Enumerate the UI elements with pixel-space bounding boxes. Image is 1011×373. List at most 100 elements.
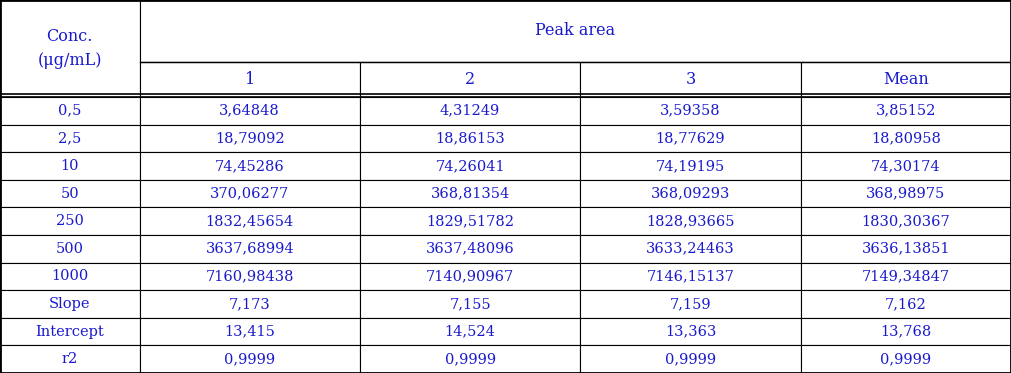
Text: Conc.
(μg/mL): Conc. (μg/mL)	[37, 28, 102, 69]
Text: Mean: Mean	[883, 71, 929, 88]
Text: 7,173: 7,173	[228, 297, 271, 311]
Text: 3,85152: 3,85152	[876, 104, 936, 118]
Bar	[140, 0, 1011, 62]
Text: 0,9999: 0,9999	[224, 352, 275, 366]
Text: Slope: Slope	[49, 297, 91, 311]
Bar	[580, 235, 801, 263]
Text: 7160,98438: 7160,98438	[205, 269, 294, 283]
Text: 18,79092: 18,79092	[215, 131, 284, 145]
Bar	[580, 263, 801, 290]
Text: 13,363: 13,363	[665, 325, 716, 339]
Bar	[360, 318, 580, 345]
Text: 74,26041: 74,26041	[436, 159, 504, 173]
Text: 0,9999: 0,9999	[445, 352, 495, 366]
Bar	[801, 290, 1011, 318]
Text: 3: 3	[685, 71, 696, 88]
Bar	[360, 62, 580, 97]
Text: r2: r2	[62, 352, 78, 366]
Text: 7146,15137: 7146,15137	[647, 269, 734, 283]
Text: 3,64848: 3,64848	[219, 104, 280, 118]
Text: 14,524: 14,524	[445, 325, 495, 339]
Bar	[360, 97, 580, 125]
Bar	[360, 263, 580, 290]
Text: 7,159: 7,159	[669, 297, 712, 311]
Text: 18,86153: 18,86153	[436, 131, 504, 145]
Text: 250: 250	[56, 214, 84, 228]
Bar	[140, 263, 360, 290]
Bar	[801, 125, 1011, 152]
Bar	[580, 97, 801, 125]
Text: 370,06277: 370,06277	[210, 186, 289, 201]
Bar	[580, 290, 801, 318]
Bar	[0, 207, 140, 235]
Text: 74,19195: 74,19195	[656, 159, 725, 173]
Bar	[801, 263, 1011, 290]
Bar	[801, 207, 1011, 235]
Text: 3637,48096: 3637,48096	[426, 242, 515, 256]
Text: 7,162: 7,162	[885, 297, 927, 311]
Bar	[580, 180, 801, 207]
Bar	[140, 152, 360, 180]
Bar	[140, 290, 360, 318]
Text: 3633,24463: 3633,24463	[646, 242, 735, 256]
Bar	[580, 345, 801, 373]
Text: 0,9999: 0,9999	[665, 352, 716, 366]
Text: 10: 10	[61, 159, 79, 173]
Text: 3636,13851: 3636,13851	[861, 242, 950, 256]
Bar	[0, 180, 140, 207]
Text: 500: 500	[56, 242, 84, 256]
Bar	[801, 235, 1011, 263]
Bar	[360, 125, 580, 152]
Bar	[360, 345, 580, 373]
Text: 0,5: 0,5	[58, 104, 82, 118]
Text: 74,30174: 74,30174	[871, 159, 940, 173]
Bar	[360, 235, 580, 263]
Bar	[580, 318, 801, 345]
Bar	[801, 318, 1011, 345]
Text: 13,415: 13,415	[224, 325, 275, 339]
Text: 1: 1	[245, 71, 255, 88]
Bar	[0, 345, 140, 373]
Bar	[0, 0, 140, 97]
Text: 1832,45654: 1832,45654	[205, 214, 294, 228]
Text: 18,77629: 18,77629	[656, 131, 725, 145]
Text: 2,5: 2,5	[59, 131, 81, 145]
Bar	[580, 207, 801, 235]
Bar	[0, 97, 140, 125]
Bar	[140, 62, 360, 97]
Text: 1828,93665: 1828,93665	[646, 214, 735, 228]
Bar	[0, 235, 140, 263]
Text: 50: 50	[61, 186, 79, 201]
Bar	[360, 207, 580, 235]
Bar	[360, 180, 580, 207]
Bar	[140, 207, 360, 235]
Text: 3637,68994: 3637,68994	[205, 242, 294, 256]
Bar	[801, 97, 1011, 125]
Text: 3,59358: 3,59358	[660, 104, 721, 118]
Text: 7149,34847: 7149,34847	[861, 269, 950, 283]
Text: 368,09293: 368,09293	[651, 186, 730, 201]
Bar	[140, 125, 360, 152]
Text: 13,768: 13,768	[881, 325, 931, 339]
Bar	[140, 97, 360, 125]
Bar	[140, 318, 360, 345]
Bar	[580, 125, 801, 152]
Text: Intercept: Intercept	[35, 325, 104, 339]
Text: 368,81354: 368,81354	[431, 186, 510, 201]
Text: 18,80958: 18,80958	[870, 131, 941, 145]
Bar	[0, 263, 140, 290]
Bar	[360, 152, 580, 180]
Bar	[580, 152, 801, 180]
Text: 2: 2	[465, 71, 475, 88]
Bar	[140, 235, 360, 263]
Text: 74,45286: 74,45286	[215, 159, 284, 173]
Bar	[0, 125, 140, 152]
Text: 4,31249: 4,31249	[440, 104, 500, 118]
Bar	[801, 180, 1011, 207]
Bar	[0, 318, 140, 345]
Text: 7140,90967: 7140,90967	[426, 269, 515, 283]
Text: 0,9999: 0,9999	[881, 352, 931, 366]
Bar	[0, 290, 140, 318]
Bar	[360, 290, 580, 318]
Bar	[801, 62, 1011, 97]
